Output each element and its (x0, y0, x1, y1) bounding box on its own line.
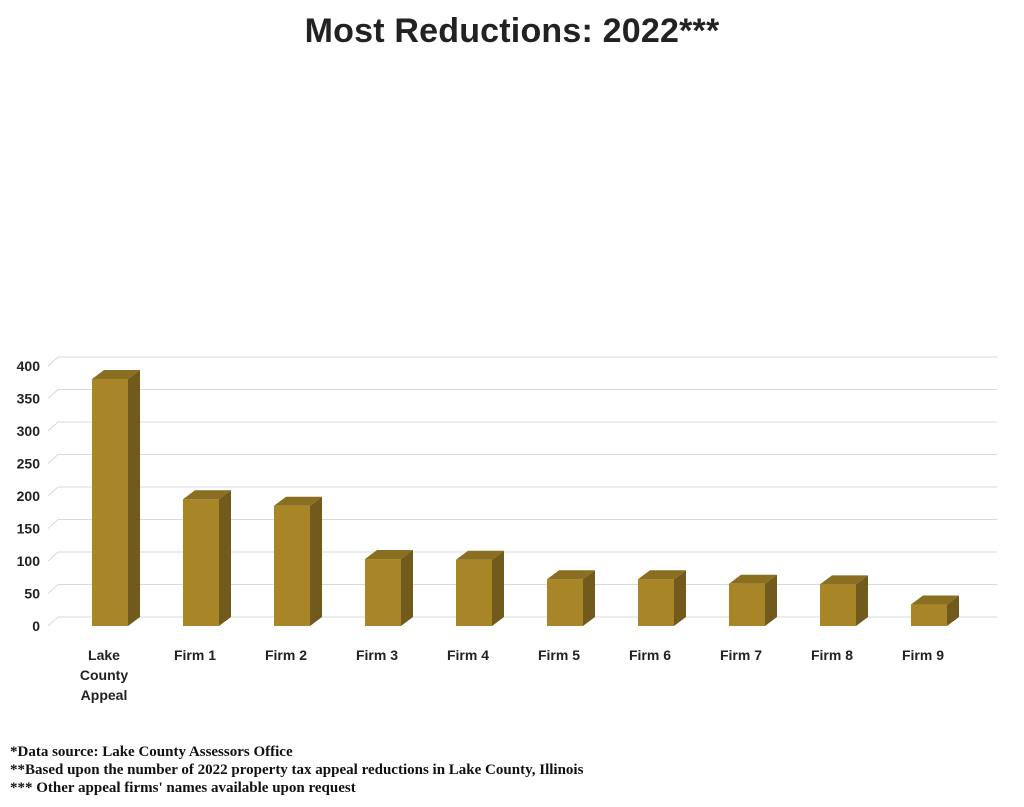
bar-front (820, 584, 856, 626)
footnote-other-firms: *** Other appeal firms' names available … (10, 780, 356, 796)
gridline-corner (47, 454, 59, 464)
y-tick-label: 150 (17, 521, 41, 537)
bar-front (92, 379, 128, 626)
bar-side (401, 550, 413, 626)
bar (92, 370, 140, 626)
y-axis-tick-labels: 0 50 100 150 200 250 300 350 400 (17, 358, 41, 634)
bar-side (765, 574, 777, 626)
x-category-label: Firm 5 (538, 647, 580, 663)
y-tick-label: 200 (17, 488, 41, 504)
bar-top (183, 490, 231, 500)
bar (547, 570, 595, 626)
bar-side (310, 496, 322, 626)
x-category-label: Lake County Appeal (80, 647, 128, 703)
bar-front (729, 583, 765, 626)
y-tick-label: 50 (24, 586, 40, 602)
x-category-label: Firm 1 (174, 647, 216, 663)
bar-top (729, 574, 777, 584)
x-category-label: Firm 4 (447, 647, 489, 663)
bar-side (947, 595, 959, 626)
bar-side (128, 370, 140, 626)
bar-front (456, 559, 492, 626)
x-category-label: Firm 2 (265, 647, 307, 663)
bar-top (547, 570, 595, 580)
y-tick-label: 100 (17, 553, 41, 569)
x-category-label: Firm 3 (356, 647, 398, 663)
bar (183, 490, 231, 626)
bar-top (638, 570, 686, 580)
y-tick-label: 300 (17, 423, 41, 439)
bar (911, 595, 959, 626)
bar-front (911, 604, 947, 626)
x-category-label: Firm 9 (902, 647, 944, 663)
bar-front (183, 499, 219, 626)
bar-top (911, 595, 959, 605)
bar (638, 570, 686, 626)
x-axis-category-labels: Lake County Appeal Firm 1 Firm 2 Firm 3 Firm 4… (80, 647, 944, 703)
bar-front (547, 579, 583, 626)
y-tick-label: 400 (17, 358, 41, 374)
chart-title: Most Reductions: 2022*** (304, 12, 720, 50)
bar (729, 574, 777, 626)
bar (456, 550, 504, 626)
bar-top (456, 550, 504, 560)
bars (92, 370, 959, 626)
bar-side (583, 570, 595, 626)
bar (274, 496, 322, 626)
y-tick-label: 0 (32, 618, 40, 634)
x-category-label: Firm 6 (629, 647, 671, 663)
bar-side (856, 575, 868, 626)
gridline-corner (47, 519, 59, 529)
bar-front (365, 559, 401, 626)
bar-top (820, 575, 868, 585)
bar-side (219, 490, 231, 626)
bar-side (492, 550, 504, 626)
bar-chart: 0 50 100 150 200 250 300 350 400 Lake County Appea… (17, 356, 997, 703)
gridline-corner (47, 551, 59, 562)
bar-side (674, 570, 686, 626)
gridline-corner (47, 616, 59, 627)
gridline-corner (47, 421, 59, 432)
footnote-basis: **Based upon the number of 2022 property… (10, 762, 584, 778)
gridline-corner (47, 389, 59, 399)
bar-top (365, 550, 413, 560)
bar (365, 550, 413, 626)
x-category-label: Firm 8 (811, 647, 853, 663)
footnotes: *Data source: Lake County Assessors Offi… (10, 743, 583, 797)
footnote-data-source: *Data source: Lake County Assessors Offi… (10, 744, 293, 760)
gridline-corner (47, 486, 59, 497)
y-tick-label: 350 (17, 391, 41, 407)
x-category-label: Firm 7 (720, 647, 762, 663)
bar-front (274, 505, 310, 626)
gridline-corner (47, 356, 59, 367)
bar-top (92, 370, 140, 379)
gridline-corner (47, 584, 59, 594)
bar-front (638, 579, 674, 626)
bar (820, 575, 868, 626)
y-tick-label: 250 (17, 456, 41, 472)
bar-top (274, 496, 322, 506)
